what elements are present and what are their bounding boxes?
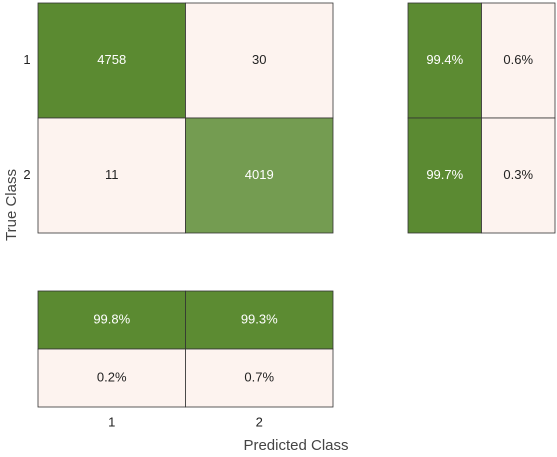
x-tick-label: 2 [256,414,263,429]
cell [407,2,482,119]
cell [185,2,334,119]
cell-label: 0.6% [503,52,533,67]
cell-label: 4019 [245,167,274,182]
cell-label: 99.8% [93,311,130,326]
cell [481,2,556,119]
x-tick-label: 1 [108,414,115,429]
cell-label: 0.2% [97,369,127,384]
cell [185,117,334,234]
cell-label: 99.3% [241,311,278,326]
cell-label: 4758 [97,52,126,67]
y-axis-title: True Class [3,169,20,241]
x-axis-title: Predicted Class [243,437,348,454]
cell-label: 11 [105,167,119,182]
cell-label: 0.3% [503,167,533,182]
cell-label: 99.7% [426,167,463,182]
cell [185,348,334,408]
cell [37,117,186,234]
cell-label: 30 [252,52,266,67]
y-tick-label: 2 [23,167,30,182]
cell [481,117,556,234]
cell-label: 99.4% [426,52,463,67]
cell-label: 0.7% [244,369,274,384]
cell [37,2,186,119]
cell [185,290,334,350]
cell [407,117,482,234]
y-tick-label: 1 [23,52,30,67]
